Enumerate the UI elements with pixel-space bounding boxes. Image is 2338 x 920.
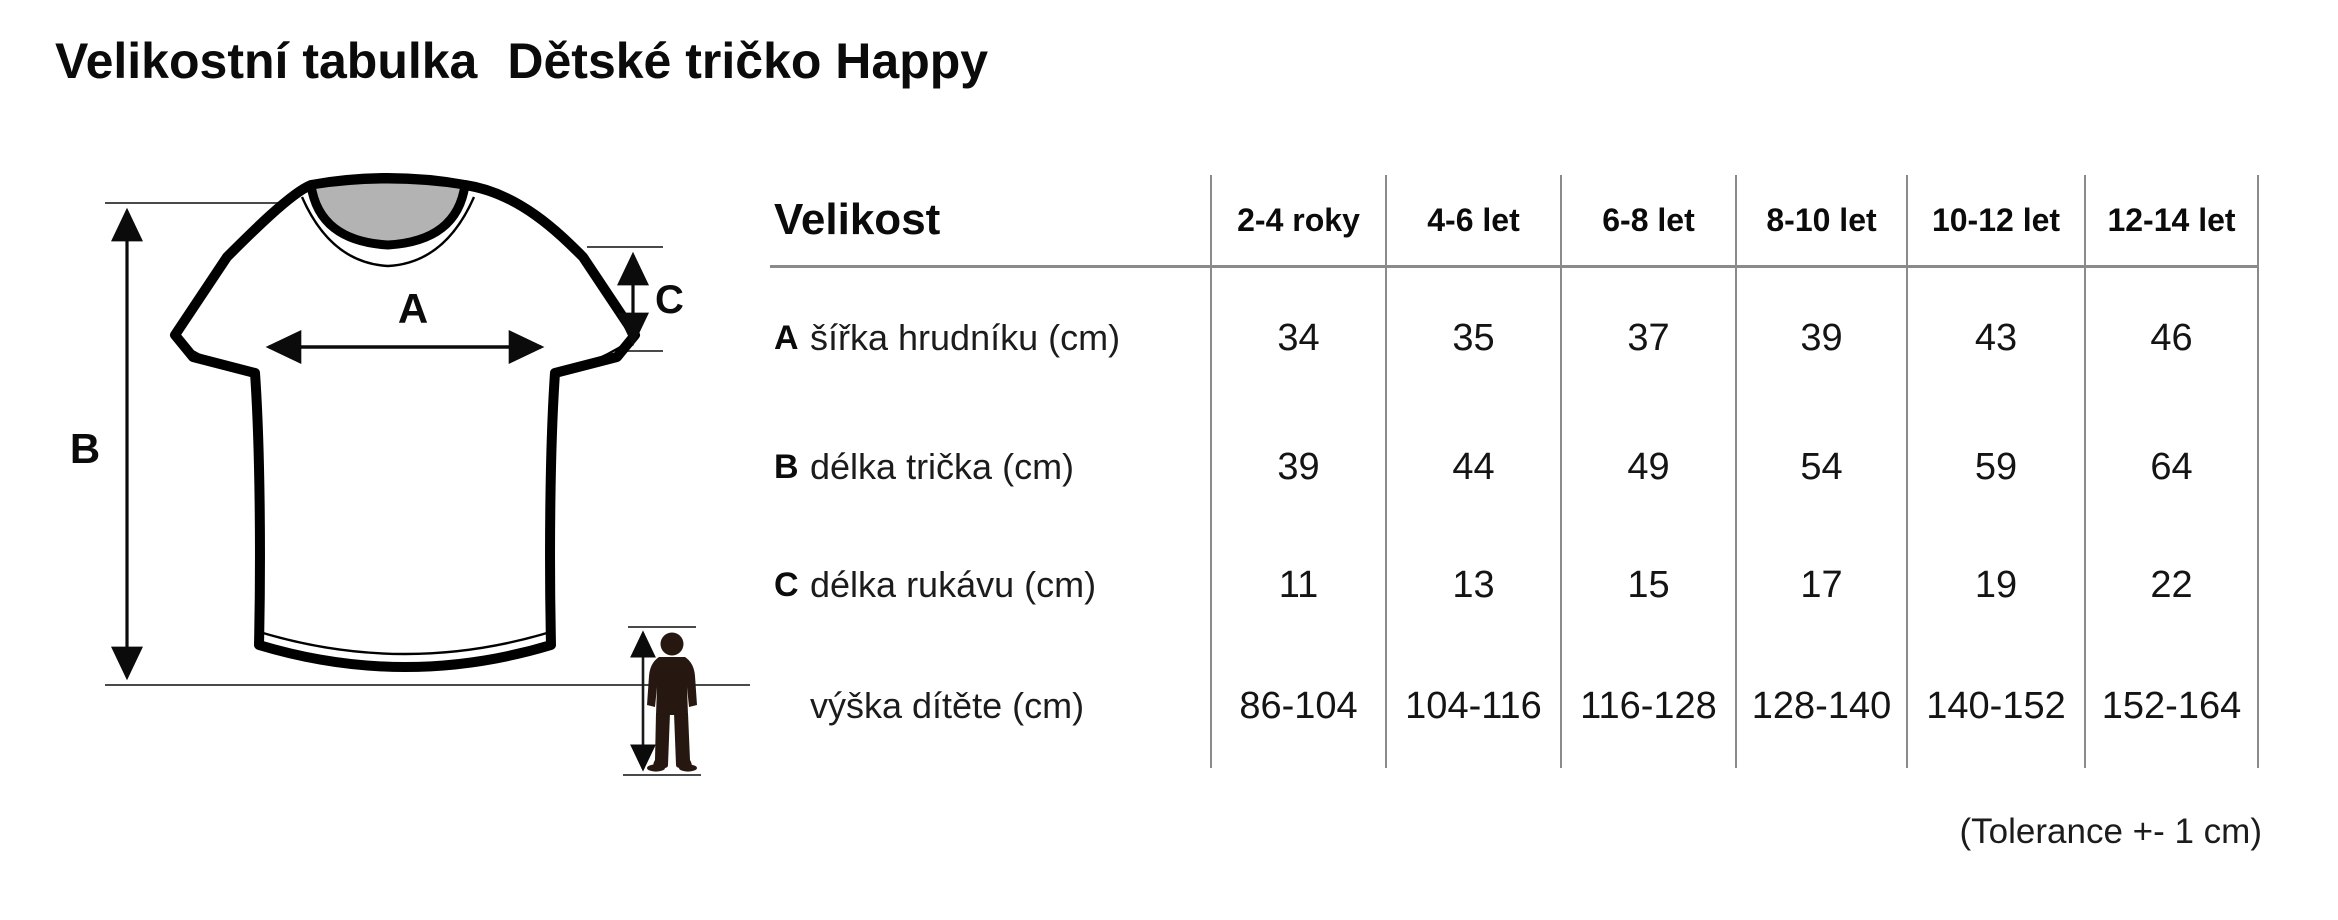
table-cell: 86-104 — [1212, 644, 1387, 768]
page-title: Velikostní tabulka Dětské tričko Happy — [55, 32, 988, 90]
size-col-3: 8-10 let — [1766, 201, 1877, 238]
table-cell: 22 — [2086, 526, 2259, 644]
size-col-1: 4-6 let — [1427, 201, 1520, 238]
table-cell: 59 — [1908, 408, 2086, 526]
size-col-2: 6-8 let — [1602, 201, 1695, 238]
table-header-size: 10-12 let — [1908, 175, 2086, 268]
page-title-part1: Velikostní tabulka — [55, 33, 478, 89]
row-label-text: délka rukávu (cm) — [810, 564, 1097, 605]
table-cell: 152-164 — [2086, 644, 2259, 768]
diagram-label-a: A — [398, 285, 428, 332]
table-cell: 11 — [1212, 526, 1387, 644]
table-header-size: 2-4 roky — [1212, 175, 1387, 268]
table-cell: 39 — [1212, 408, 1387, 526]
table-header-size: 4-6 let — [1387, 175, 1562, 268]
tolerance-note: (Tolerance +- 1 cm) — [1959, 812, 2262, 851]
row-letter-b: B — [774, 447, 799, 486]
table-header-size: 8-10 let — [1737, 175, 1908, 268]
table-cell: 13 — [1387, 526, 1562, 644]
table-cell: 19 — [1908, 526, 2086, 644]
table-cell: 34 — [1212, 268, 1387, 408]
table-cell: 128-140 — [1737, 644, 1908, 768]
diagram-label-b: B — [70, 425, 100, 472]
table-cell: 15 — [1562, 526, 1737, 644]
collar-stitch-line — [300, 196, 476, 268]
size-col-0: 2-4 roky — [1237, 201, 1360, 238]
row-label-sleeve-length: C délka rukávu (cm) — [770, 526, 1212, 644]
row-label-text: šířka hrudníku (cm) — [810, 317, 1121, 358]
table-cell: 46 — [2086, 268, 2259, 408]
size-col-4: 10-12 let — [1931, 201, 2061, 238]
velikost-label: Velikost — [774, 195, 941, 244]
row-letter-c: C — [774, 565, 799, 604]
table-cell: 54 — [1737, 408, 1908, 526]
diagram-label-c: C — [655, 278, 684, 322]
table-header-size: 6-8 let — [1562, 175, 1737, 268]
table-cell: 140-152 — [1908, 644, 2086, 768]
table-header-velikost: Velikost — [770, 175, 1212, 268]
table-cell: 64 — [2086, 408, 2259, 526]
table-cell: 35 — [1387, 268, 1562, 408]
table-cell: 49 — [1562, 408, 1737, 526]
table-header-size: 12-14 let — [2086, 175, 2259, 268]
row-label-text: délka trička (cm) — [810, 446, 1075, 487]
table-cell: 104-116 — [1387, 644, 1562, 768]
page-title-part2: Dětské tričko Happy — [507, 33, 989, 89]
row-label-child-height: výška dítěte (cm) — [770, 644, 1212, 768]
table-cell: 43 — [1908, 268, 2086, 408]
table-cell: 37 — [1562, 268, 1737, 408]
table-cell: 44 — [1387, 408, 1562, 526]
collar-shape — [306, 174, 470, 250]
row-label-shirt-length: B délka trička (cm) — [770, 408, 1212, 526]
row-label-text: výška dítěte (cm) — [810, 685, 1085, 726]
table-cell: 17 — [1737, 526, 1908, 644]
table-cell: 116-128 — [1562, 644, 1737, 768]
size-table: Velikost 2-4 roky 4-6 let 6-8 let 8-10 l… — [770, 175, 2259, 768]
row-label-chest-width: A šířka hrudníku (cm) — [770, 268, 1212, 408]
tshirt-outline — [170, 173, 640, 672]
child-silhouette-icon — [647, 632, 697, 772]
table-cell: 39 — [1737, 268, 1908, 408]
stitch-lines — [178, 341, 628, 656]
tshirt-measurement-diagram: A B C — [70, 173, 750, 776]
row-letter-a: A — [774, 318, 799, 357]
size-col-5: 12-14 let — [2107, 201, 2236, 238]
